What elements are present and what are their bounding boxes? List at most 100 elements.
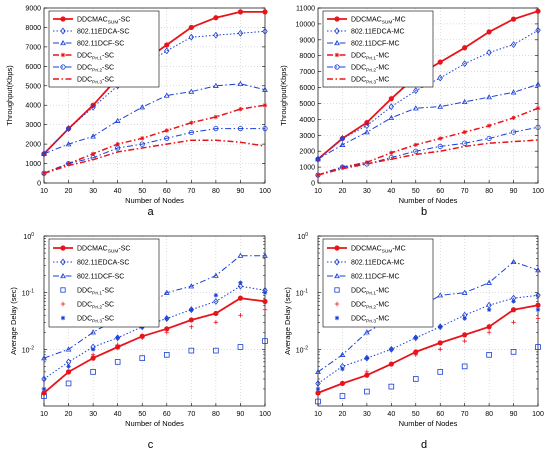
x-tick-label: 10 bbox=[314, 411, 322, 418]
data-point bbox=[237, 295, 244, 301]
data-point bbox=[65, 346, 72, 352]
x-tick-label: 40 bbox=[387, 411, 395, 418]
data-point bbox=[139, 141, 145, 147]
data-point bbox=[535, 267, 541, 273]
series-line bbox=[317, 304, 539, 394]
data-point bbox=[115, 335, 120, 340]
data-point bbox=[340, 381, 345, 386]
data-point bbox=[262, 290, 268, 295]
y-tick-label: 100 bbox=[23, 232, 34, 241]
data-point bbox=[164, 135, 170, 141]
data-point bbox=[364, 129, 370, 135]
data-point bbox=[237, 80, 244, 86]
data-point bbox=[90, 352, 96, 358]
data-point bbox=[486, 307, 492, 312]
data-point bbox=[90, 369, 96, 375]
x-tick-label: 60 bbox=[163, 411, 171, 418]
data-point bbox=[462, 45, 468, 51]
data-point bbox=[65, 380, 72, 387]
data-point bbox=[339, 393, 346, 399]
legend-item: 802.11DCF-SC bbox=[53, 272, 124, 281]
data-point bbox=[213, 125, 219, 132]
data-point bbox=[413, 352, 418, 358]
y-tick-label: 1000 bbox=[299, 165, 315, 172]
legend-swatch-marker bbox=[334, 315, 340, 321]
x-tick-label: 80 bbox=[212, 188, 220, 195]
data-point bbox=[140, 335, 145, 340]
y-tick-label: 0 bbox=[37, 181, 41, 188]
legend-label: DDCPri.3-SC bbox=[77, 77, 114, 86]
x-tick-label: 100 bbox=[259, 188, 271, 195]
legend-item: DDCMACSUM-SC bbox=[53, 16, 130, 26]
data-point bbox=[238, 106, 243, 112]
data-point bbox=[262, 307, 268, 312]
legend-box bbox=[322, 10, 434, 88]
data-point bbox=[238, 280, 243, 285]
chart-panel-b: 10 20 30 40 50 60 70 80 90 1000100020003000400050… bbox=[279, 6, 544, 219]
data-point bbox=[41, 355, 47, 361]
legend-label: DDCPri.2-SC bbox=[77, 302, 114, 311]
x-tick-label: 70 bbox=[461, 411, 469, 418]
y-tick-label: 6000 bbox=[299, 85, 315, 92]
legend-swatch-marker bbox=[60, 287, 66, 293]
data-point bbox=[510, 307, 517, 313]
data-point bbox=[315, 380, 321, 387]
data-point bbox=[188, 129, 194, 136]
data-point bbox=[437, 74, 443, 82]
data-point bbox=[364, 388, 370, 395]
legend-label: DDCPri.3-SC bbox=[77, 316, 114, 325]
series-line bbox=[317, 139, 539, 176]
data-point bbox=[461, 289, 468, 295]
data-point bbox=[486, 135, 492, 142]
legend-label: DDCPri.3-MC bbox=[351, 77, 389, 86]
x-tick-label: 30 bbox=[89, 188, 97, 195]
data-point bbox=[115, 342, 120, 348]
x-tick-label: 90 bbox=[237, 411, 245, 418]
panel-caption: b bbox=[421, 206, 427, 218]
legend-item: 802.11EDCA-MC bbox=[327, 27, 405, 36]
x-tick-label: 100 bbox=[532, 411, 544, 418]
data-point bbox=[164, 316, 169, 321]
legend-label: DDCPri.3-MC bbox=[351, 316, 389, 325]
legend: DDCMACSUM-MC 802.11EDCA-MC 802.11DCF-MC DDC… bbox=[322, 238, 434, 328]
data-point bbox=[438, 324, 443, 329]
data-point bbox=[535, 307, 541, 312]
legend-item: DDCMACSUM-SC bbox=[53, 245, 130, 255]
data-point bbox=[486, 123, 492, 128]
legend-item: DDCPri.1-MC bbox=[327, 53, 389, 62]
data-point bbox=[315, 398, 321, 405]
data-point bbox=[238, 313, 243, 318]
legend-item: DDCPri.2-MC bbox=[334, 302, 389, 311]
y-tick-label: 6000 bbox=[25, 64, 41, 71]
data-point bbox=[164, 47, 170, 55]
data-point bbox=[511, 115, 516, 120]
data-point bbox=[388, 96, 394, 102]
x-tick-label: 70 bbox=[187, 411, 195, 418]
chart-panel-c: 10 20 30 40 50 60 70 80 90 100 10-2 10-1 100 Number o… bbox=[9, 232, 271, 451]
y-tick-label: 4000 bbox=[25, 103, 41, 110]
x-tick-label: 30 bbox=[363, 411, 371, 418]
legend-swatch-marker bbox=[334, 287, 340, 293]
y-tick-label: 9000 bbox=[299, 37, 315, 44]
y-tick-label: 2000 bbox=[299, 149, 315, 156]
data-point bbox=[164, 330, 169, 335]
data-point bbox=[339, 135, 346, 142]
series-line bbox=[317, 107, 539, 176]
legend-item: DDCPri.1-SC bbox=[53, 53, 114, 62]
x-axis-label: Number of Nodes bbox=[399, 196, 458, 205]
data-point bbox=[262, 298, 268, 305]
series-0 bbox=[41, 295, 268, 396]
data-point bbox=[41, 393, 47, 399]
data-point bbox=[90, 347, 96, 352]
legend-swatch-marker bbox=[334, 52, 340, 58]
y-tick-label: 5000 bbox=[299, 101, 315, 108]
y-tick-label: 4000 bbox=[299, 117, 315, 124]
data-point bbox=[213, 31, 219, 39]
panel-caption: c bbox=[148, 439, 154, 451]
legend-label: DDCPri.1-SC bbox=[77, 53, 114, 62]
legend-item: DDCPri.2-SC bbox=[60, 302, 114, 311]
data-point bbox=[237, 282, 244, 290]
data-point bbox=[213, 272, 219, 278]
series-line bbox=[317, 126, 539, 176]
legend-item: 802.11EDCA-SC bbox=[53, 258, 129, 267]
